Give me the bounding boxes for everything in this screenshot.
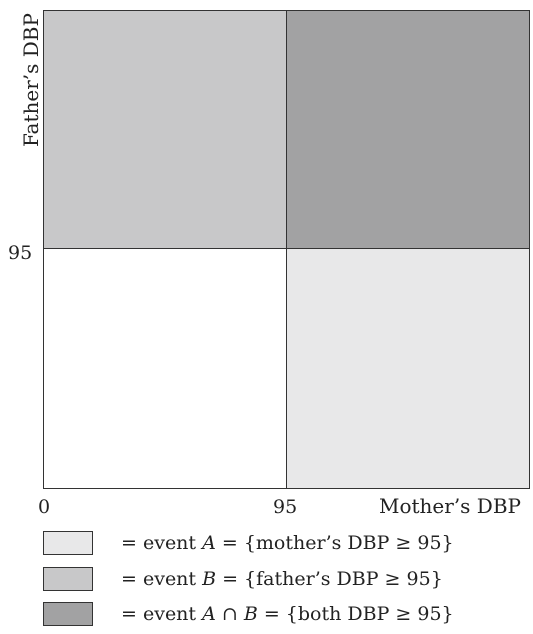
- y-tick-95: 95: [8, 242, 33, 264]
- legend-prefix: = event: [121, 603, 203, 625]
- legend-event-symbol: A ∩ B: [202, 603, 258, 625]
- x-tick-0: 0: [38, 496, 51, 518]
- region-mother-high-only: [287, 249, 529, 488]
- y-axis-label: Father’s DBP: [19, 13, 43, 147]
- legend-row-event-a: = event A = {mother’s DBP ≥ 95}: [43, 530, 454, 556]
- region-both-high: [287, 11, 529, 249]
- region-neither-high: [44, 249, 287, 488]
- legend-text-event-b: = event B = {father’s DBP ≥ 95}: [121, 568, 443, 590]
- legend-event-symbol: A: [202, 532, 216, 554]
- legend-swatch-event-a: [43, 531, 93, 555]
- region-father-high-only: [44, 11, 287, 249]
- x-axis-label: Mother’s DBP: [378, 494, 521, 518]
- legend-row-event-a-and-b: = event A ∩ B = {both DBP ≥ 95}: [43, 601, 454, 627]
- legend-event-symbol: B: [202, 568, 217, 590]
- x-tick-95: 95: [273, 496, 298, 518]
- legend-text-event-a-and-b: = event A ∩ B = {both DBP ≥ 95}: [121, 603, 454, 625]
- quadrant-plot: [43, 10, 530, 489]
- legend-swatch-event-b: [43, 567, 93, 591]
- legend-prefix: = event: [121, 568, 203, 590]
- legend-definition: = {father’s DBP ≥ 95}: [216, 568, 443, 590]
- legend-row-event-b: = event B = {father’s DBP ≥ 95}: [43, 566, 443, 592]
- legend-text-event-a: = event A = {mother’s DBP ≥ 95}: [121, 532, 454, 554]
- legend-definition: = {mother’s DBP ≥ 95}: [215, 532, 454, 554]
- legend-prefix: = event: [121, 532, 203, 554]
- legend-swatch-event-a-and-b: [43, 602, 93, 626]
- legend-definition: = {both DBP ≥ 95}: [257, 603, 454, 625]
